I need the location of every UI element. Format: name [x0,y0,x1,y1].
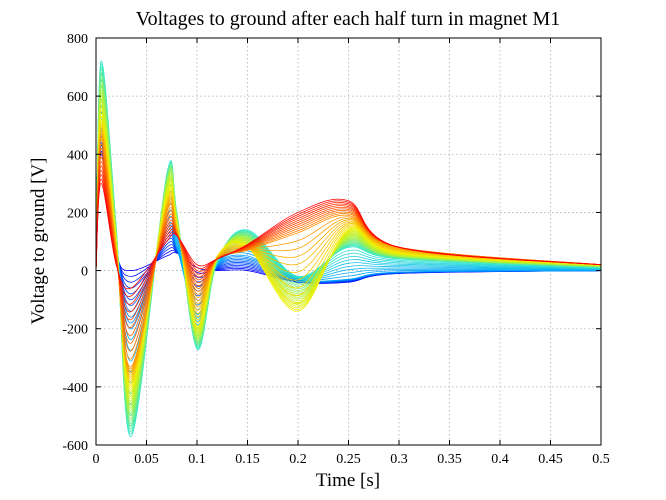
y-tick-label: 600 [67,90,88,105]
y-axis-label: Voltage to ground [V] [28,158,49,325]
y-tick-label: 0 [81,265,88,280]
y-tick-label: -400 [62,381,88,396]
y-tick-label: -200 [62,323,88,338]
x-tick-label: 0.2 [289,452,307,467]
x-tick-label: 0.45 [538,452,563,467]
x-tick-label: 0 [93,452,100,467]
x-tick-label: 0.25 [336,452,361,467]
series-line [95,110,602,395]
series-line [95,182,602,290]
x-tick-label: 0.5 [592,452,610,467]
axis-ticks [95,37,602,446]
x-tick-label: 0.3 [390,452,408,467]
plot-area [95,60,602,437]
series-line [95,60,602,437]
x-tick-label: 0.4 [491,452,509,467]
series-line [95,78,602,422]
chart-title: Voltages to ground after each half turn … [136,8,561,30]
y-tick-label: 200 [67,206,88,221]
x-tick-label: 0.15 [235,452,260,467]
x-axis-label: Time [s] [316,470,380,491]
y-tick-label: 800 [67,32,88,47]
x-tick-label: 0.05 [134,452,159,467]
series-line [95,66,602,432]
series-line [95,81,602,419]
y-tick-label: -600 [62,439,88,454]
x-tick-label: 0.1 [188,452,206,467]
y-axis-tick-labels: -600 -400 -200 0 200 400 600 800 [62,32,88,454]
grid [96,38,601,445]
y-tick-label: 400 [67,148,88,163]
series-line [95,72,602,427]
x-tick-label: 0.35 [437,452,462,467]
x-axis-tick-labels: 0 0.05 0.1 0.15 0.2 0.25 0.3 0.35 0.4 0.45 0.5 [93,452,610,467]
